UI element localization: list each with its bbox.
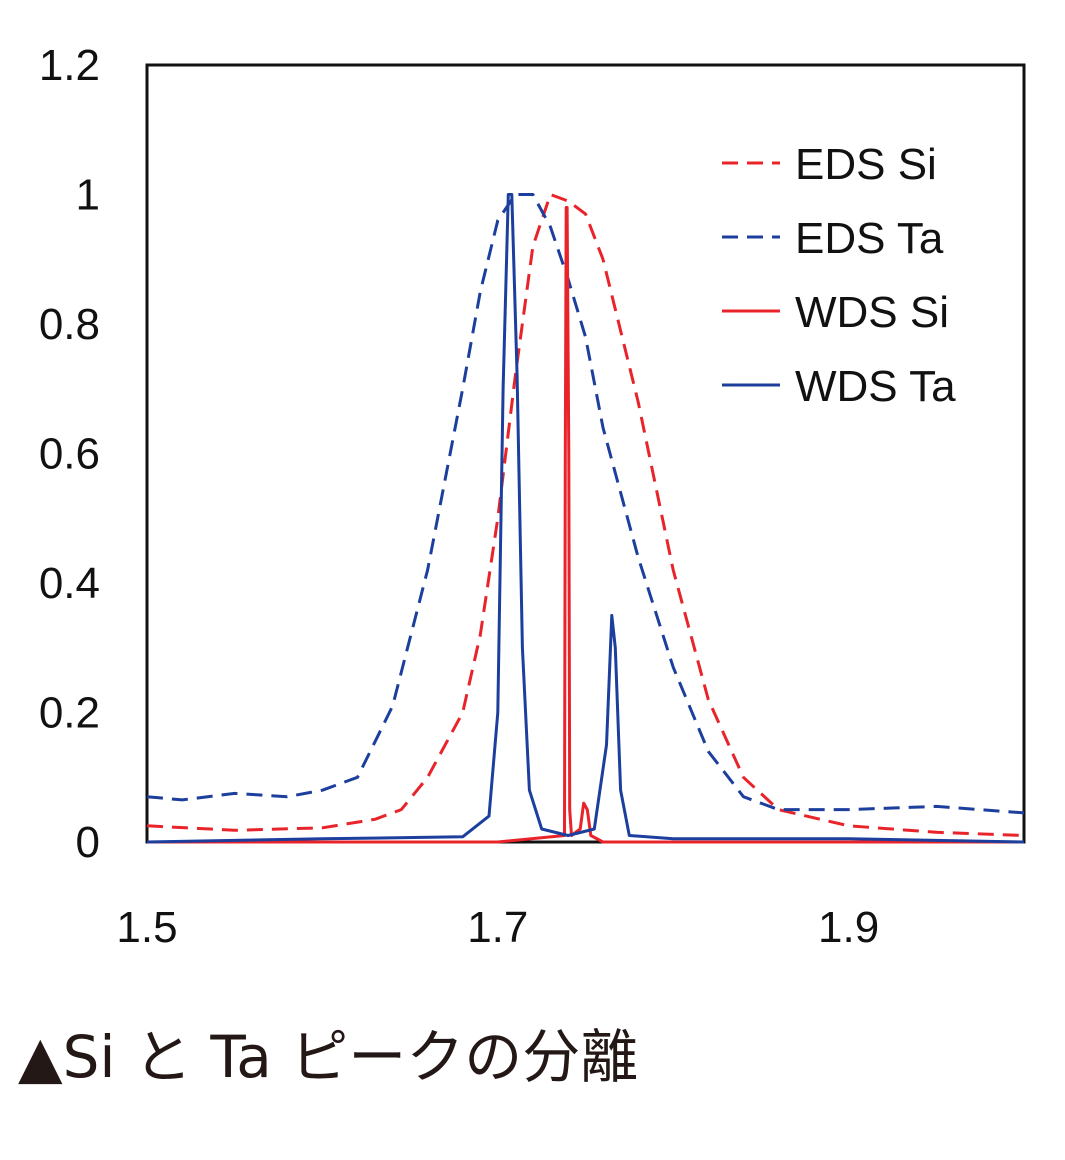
x-tick-label: 1.5: [116, 903, 177, 952]
figure-caption: ▲Si と Ta ピークの分離: [18, 1023, 639, 1091]
y-tick-label: 0.6: [39, 430, 100, 479]
y-tick-labels: 0 0.2 0.4 0.6 0.8 1 1.2: [39, 41, 100, 867]
x-tick-labels: 1.5 1.7 1.9: [116, 903, 879, 952]
x-tick-label: 1.7: [467, 903, 528, 952]
legend-label: EDS Ta: [795, 214, 944, 263]
legend-label: WDS Si: [795, 288, 949, 337]
legend-label: EDS Si: [795, 140, 937, 189]
plot-area-frame: [145, 63, 1026, 844]
peak-chart: 0 0.2 0.4 0.6 0.8 1 1.2 1.5 1.7 1.9 EDS Si EDS Ta…: [39, 41, 1026, 952]
legend-label: WDS Ta: [795, 362, 956, 411]
series-line-wds-ta: [146, 193, 1025, 844]
y-tick-label: 1.2: [39, 41, 100, 90]
y-tick-label: 0.4: [39, 559, 100, 608]
y-tick-label: 0.2: [39, 689, 100, 738]
series-lines: [146, 193, 1025, 844]
y-tick-label: 0.8: [39, 300, 100, 349]
series-line-eds-ta: [146, 193, 1025, 815]
y-tick-label: 0: [76, 818, 100, 867]
legend: EDS Si EDS Ta WDS Si WDS Ta: [722, 140, 956, 411]
y-tick-label: 1: [76, 171, 100, 220]
x-tick-label: 1.9: [818, 903, 879, 952]
